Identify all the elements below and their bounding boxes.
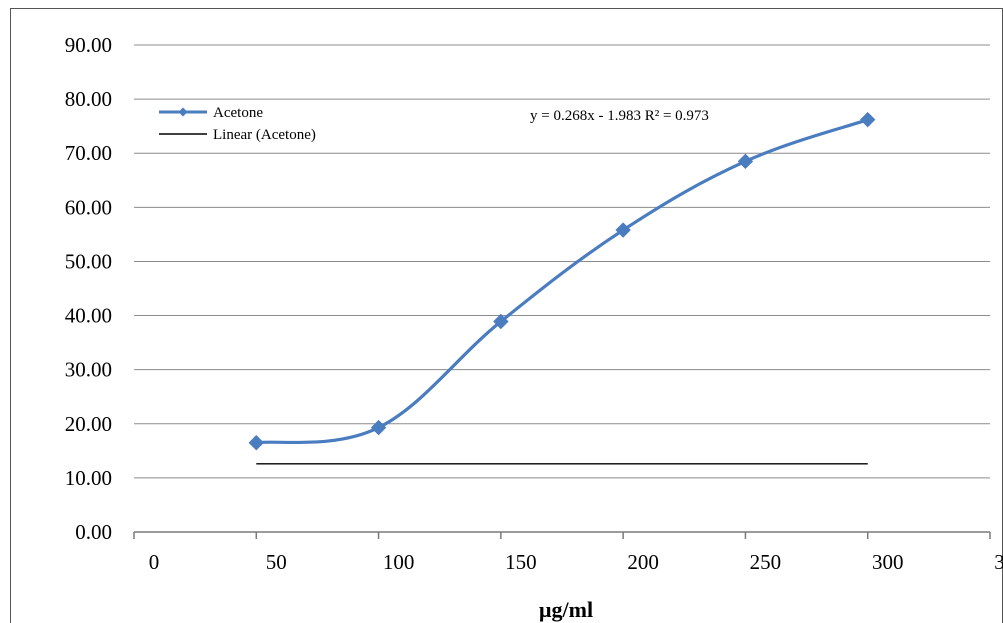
y-tick-label: 90.00 (65, 33, 112, 57)
y-tick-label: 70.00 (65, 141, 112, 165)
x-tick-label: 50 (266, 550, 287, 574)
y-tick-label: 50.00 (65, 249, 112, 273)
x-tick-label: 300 (872, 550, 904, 574)
y-tick-label: 80.00 (65, 87, 112, 111)
y-tick-label: 60.00 (65, 195, 112, 219)
y-tick-label: 10.00 (65, 466, 112, 490)
legend-marker-swatch (178, 107, 188, 117)
data-point-marker (370, 419, 387, 436)
data-point-marker (860, 111, 876, 128)
legend-label: Acetone (213, 105, 263, 121)
x-tick-label: 100 (383, 550, 415, 574)
data-point-marker (737, 153, 754, 170)
x-axis-title: µg/ml (539, 597, 593, 622)
legend: Acetone Linear (Acetone) (159, 105, 316, 143)
data-point-marker (493, 313, 509, 330)
y-axis-tick-labels: 0.00 10.00 20.00 30.00 40.00 50.00 60.00 70.00 8… (65, 33, 112, 544)
gridlines (134, 44, 990, 479)
x-tick-label: 350 (994, 550, 1003, 574)
data-point-marker (615, 222, 631, 238)
y-tick-label: 40.00 (65, 304, 112, 328)
y-tick-label: 30.00 (65, 358, 112, 382)
x-tick-label: 250 (750, 550, 782, 574)
x-tick-label: 150 (505, 550, 537, 574)
x-tick-label: 0 (149, 550, 160, 574)
legend-label: Linear (Acetone) (213, 127, 316, 143)
series-group (248, 111, 876, 465)
x-axis (133, 531, 991, 539)
series-line-acetone (254, 118, 870, 445)
y-tick-label: 0.00 (75, 520, 112, 544)
trendline-equation: y = 0.268x - 1.983 R² = 0.973 (530, 108, 709, 124)
data-point-marker (248, 435, 264, 451)
y-tick-label: 20.00 (65, 412, 112, 436)
x-axis-tick-labels: 0 50 100 150 200 250 300 350 (149, 550, 1003, 574)
x-tick-label: 200 (627, 550, 659, 574)
